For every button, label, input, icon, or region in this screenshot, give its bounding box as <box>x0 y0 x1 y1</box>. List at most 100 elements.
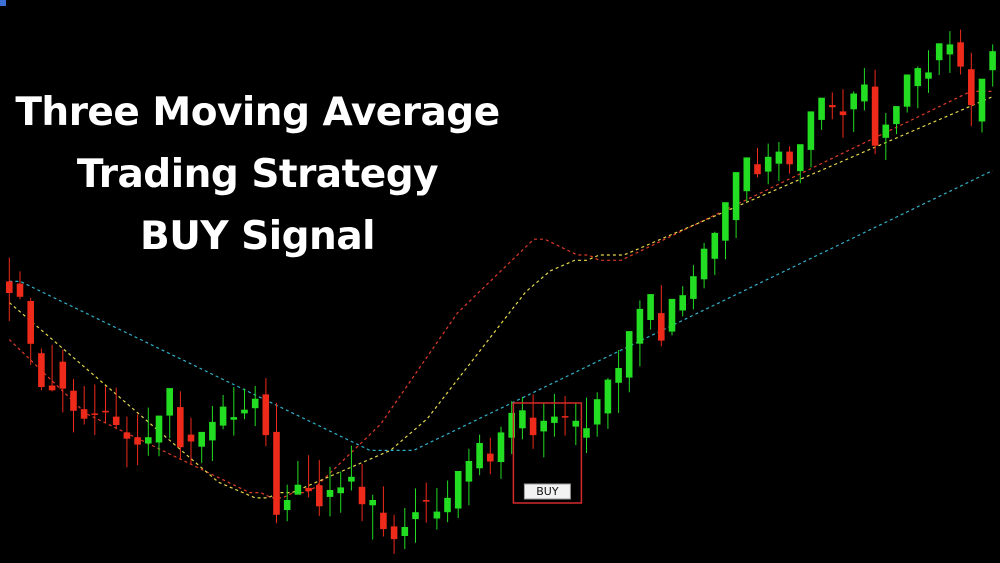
candle <box>369 494 376 540</box>
bull-candle-body <box>989 51 996 71</box>
bull-candle-body <box>700 248 708 280</box>
candle <box>16 271 24 300</box>
candle <box>187 417 195 465</box>
bull-candle-body <box>978 78 986 122</box>
title-line-3: BUY Signal <box>139 214 376 259</box>
bear-candle-body <box>829 105 836 108</box>
candle <box>476 434 483 476</box>
bull-candle-body <box>861 84 868 102</box>
bear-candle-body <box>59 361 67 389</box>
bull-candle-body <box>348 476 355 482</box>
bear-candle-body <box>102 410 109 413</box>
candle <box>326 466 334 517</box>
candle <box>59 349 67 413</box>
bull-candle-body <box>625 331 633 378</box>
candle <box>658 285 665 347</box>
bull-candle-body <box>572 420 580 427</box>
bull-candle-body <box>690 276 697 299</box>
candle <box>711 231 719 276</box>
bull-candle-body <box>251 398 259 409</box>
candle <box>209 406 216 461</box>
buy-signal-button <box>523 483 571 500</box>
bear-candle-body <box>358 486 366 505</box>
candle <box>540 402 547 458</box>
bull-candle-body <box>337 487 344 494</box>
bear-candle-body <box>187 434 195 442</box>
candle <box>935 43 943 75</box>
candle <box>305 455 312 498</box>
candle <box>679 286 686 317</box>
bear-candle-body <box>487 453 494 462</box>
buy-signal-label: BUY <box>536 485 559 498</box>
bear-candle-body <box>305 487 312 492</box>
bull-candle-body <box>519 410 526 429</box>
bull-candle-body <box>647 294 654 320</box>
bull-candle-body <box>283 500 291 510</box>
candle <box>251 386 259 427</box>
bear-candle-body <box>316 485 323 507</box>
bear-candle-body <box>91 413 99 415</box>
bull-candle-body <box>454 471 462 509</box>
candle <box>764 143 772 185</box>
bear-candle-body <box>561 416 569 418</box>
candle <box>241 388 248 420</box>
bear-candle-body <box>273 431 280 515</box>
title-line-2: Trading Strategy <box>76 152 439 197</box>
candle <box>593 392 601 437</box>
candle <box>882 113 890 160</box>
bull-candle-body <box>241 409 248 414</box>
ma-slow-line <box>9 170 993 451</box>
bull-candle-body <box>433 511 441 519</box>
candle <box>807 111 815 168</box>
bull-candle-body <box>444 497 451 513</box>
bull-candle-body <box>850 93 857 110</box>
candle <box>690 265 697 310</box>
bull-candle-body <box>764 156 772 172</box>
candle <box>754 147 761 178</box>
bear-candle-body <box>380 512 387 530</box>
moving-average-lines <box>8 90 993 499</box>
bull-candle-body <box>476 443 483 469</box>
candle <box>583 397 590 453</box>
candle <box>27 297 34 365</box>
candle <box>871 69 879 155</box>
bear-candle-body <box>70 390 77 411</box>
candle <box>390 514 398 554</box>
candle <box>519 397 526 440</box>
bear-candle-body <box>968 69 975 106</box>
candle <box>551 393 558 437</box>
bear-candle-body <box>134 437 141 445</box>
bear-candle-body <box>177 407 184 448</box>
candle <box>903 74 911 113</box>
bear-candle-body <box>123 432 131 439</box>
bull-candle-body <box>903 74 911 107</box>
candle <box>615 350 622 413</box>
bear-candle-body <box>786 151 793 165</box>
candle <box>625 331 633 393</box>
bull-candle-body <box>593 399 601 425</box>
candle <box>978 78 986 133</box>
candle <box>925 50 932 93</box>
bull-candle-body <box>583 428 590 438</box>
bull-candle-body <box>166 388 173 416</box>
candle <box>700 242 708 289</box>
candle <box>743 157 751 202</box>
candle <box>989 44 996 87</box>
candle <box>102 386 109 423</box>
bear-candle-body <box>957 42 964 67</box>
candle <box>177 391 184 460</box>
bull-candle-body <box>294 484 302 495</box>
bull-candle-body <box>540 420 547 432</box>
candles <box>6 29 996 554</box>
candle <box>422 482 430 523</box>
candle <box>294 461 302 495</box>
bull-candle-body <box>508 412 515 438</box>
candle <box>273 402 280 524</box>
bull-candle-body <box>465 461 473 482</box>
bear-candle-body <box>112 416 120 425</box>
candle <box>732 172 740 239</box>
bull-candle-body <box>679 295 686 311</box>
bull-candle-body <box>604 379 612 414</box>
bear-candle-body <box>27 301 34 344</box>
chart-corner-icon <box>0 0 6 6</box>
